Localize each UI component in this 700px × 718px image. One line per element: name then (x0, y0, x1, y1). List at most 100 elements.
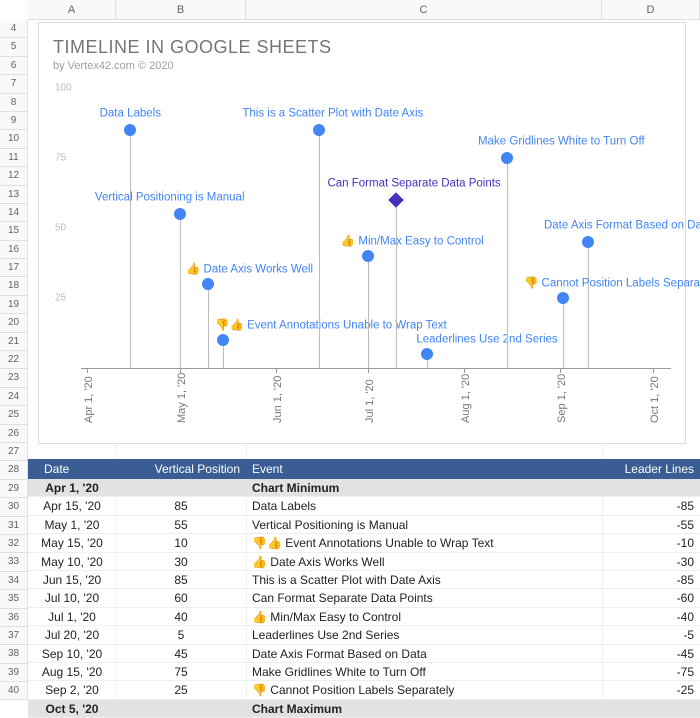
table-row[interactable]: Apr 1, '20Chart Minimum (28, 479, 700, 497)
table-row[interactable]: Jul 10, '2060Can Format Separate Data Po… (28, 589, 700, 607)
cell-event[interactable]: Make Gridlines White to Turn Off (246, 663, 602, 680)
row-header-33[interactable]: 33 (0, 553, 27, 571)
cell-event[interactable]: Leaderlines Use 2nd Series (246, 626, 602, 643)
row-header-25[interactable]: 25 (0, 406, 27, 424)
chart-marker[interactable] (313, 124, 325, 136)
row-header-39[interactable]: 39 (0, 664, 27, 682)
row-header-8[interactable]: 8 (0, 94, 27, 112)
cell-date[interactable]: Jul 10, '20 (28, 589, 116, 606)
row-header-22[interactable]: 22 (0, 351, 27, 369)
table-row[interactable]: Apr 15, '2085Data Labels-85 (28, 497, 700, 515)
cell-date[interactable]: May 10, '20 (28, 553, 116, 570)
row-header-28[interactable]: 28 (0, 461, 27, 479)
chart-marker[interactable] (582, 236, 594, 248)
cell-ll[interactable] (602, 700, 700, 717)
table-row[interactable]: Jun 15, '2085This is a Scatter Plot with… (28, 571, 700, 589)
col-header-leader-lines[interactable]: Leader Lines (602, 459, 700, 479)
row-header-18[interactable]: 18 (0, 277, 27, 295)
chart-marker[interactable] (362, 250, 374, 262)
chart-marker[interactable] (202, 278, 214, 290)
cell-vp[interactable]: 85 (116, 497, 246, 514)
cell-ll[interactable]: -85 (602, 497, 700, 514)
row-header-32[interactable]: 32 (0, 535, 27, 553)
row-header-29[interactable]: 29 (0, 480, 27, 498)
cell-ll[interactable]: -55 (602, 516, 700, 533)
row-header-35[interactable]: 35 (0, 590, 27, 608)
row-header-17[interactable]: 17 (0, 259, 27, 277)
cell-event[interactable]: 👎👍 Event Annotations Unable to Wrap Text (246, 534, 602, 551)
table-row[interactable]: Jul 20, '205Leaderlines Use 2nd Series-5 (28, 626, 700, 644)
cell-event[interactable]: Vertical Positioning is Manual (246, 516, 602, 533)
row-header-26[interactable]: 26 (0, 425, 27, 443)
row-header-9[interactable]: 9 (0, 112, 27, 130)
cell-vp[interactable] (116, 479, 246, 496)
cell-vp[interactable]: 85 (116, 571, 246, 588)
table-row[interactable]: Aug 15, '2075Make Gridlines White to Tur… (28, 663, 700, 681)
cell-vp[interactable]: 40 (116, 608, 246, 625)
cell-ll[interactable]: -60 (602, 589, 700, 606)
cell-ll[interactable]: -25 (602, 681, 700, 698)
row-header-23[interactable]: 23 (0, 369, 27, 387)
row-header-16[interactable]: 16 (0, 241, 27, 259)
cell-date[interactable]: Sep 10, '20 (28, 645, 116, 662)
table-row[interactable]: Sep 10, '2045Date Axis Format Based on D… (28, 645, 700, 663)
cell-vp[interactable]: 30 (116, 553, 246, 570)
cell-date[interactable]: Sep 2, '20 (28, 681, 116, 698)
chart-marker[interactable] (217, 334, 229, 346)
row-header-27[interactable]: 27 (0, 443, 27, 461)
table-row[interactable]: Sep 2, '2025👎 Cannot Position Labels Sep… (28, 681, 700, 699)
chart-marker[interactable] (557, 292, 569, 304)
col-header-vertical-position[interactable]: Vertical Position (116, 459, 246, 479)
row-header-7[interactable]: 7 (0, 75, 27, 93)
row-header-4[interactable]: 4 (0, 20, 27, 38)
cell-ll[interactable]: -45 (602, 645, 700, 662)
col-header-C[interactable]: C (246, 0, 602, 19)
row-header-30[interactable]: 30 (0, 498, 27, 516)
cell-event[interactable]: Data Labels (246, 497, 602, 514)
cell-vp[interactable]: 45 (116, 645, 246, 662)
row-header-6[interactable]: 6 (0, 57, 27, 75)
cell-date[interactable]: May 1, '20 (28, 516, 116, 533)
data-table[interactable]: Date Vertical Position Event Leader Line… (28, 459, 700, 718)
cell-vp[interactable]: 25 (116, 681, 246, 698)
cell-date[interactable]: Jul 20, '20 (28, 626, 116, 643)
table-row[interactable]: May 15, '2010👎👍 Event Annotations Unable… (28, 534, 700, 552)
row-header-11[interactable]: 11 (0, 149, 27, 167)
cell-event[interactable]: Can Format Separate Data Points (246, 589, 602, 606)
cell-vp[interactable]: 5 (116, 626, 246, 643)
row-header-14[interactable]: 14 (0, 204, 27, 222)
cell-event[interactable]: Chart Maximum (246, 700, 602, 717)
row-header-5[interactable]: 5 (0, 38, 27, 56)
row-header-10[interactable]: 10 (0, 130, 27, 148)
timeline-chart[interactable]: TIMELINE IN GOOGLE SHEETS by Vertex42.co… (38, 22, 686, 444)
col-header-date[interactable]: Date (28, 459, 116, 479)
table-row[interactable]: May 10, '2030👍 Date Axis Works Well-30 (28, 553, 700, 571)
row-header-40[interactable]: 40 (0, 682, 27, 700)
cell-event[interactable]: 👍 Date Axis Works Well (246, 553, 602, 570)
cell-vp[interactable]: 60 (116, 589, 246, 606)
cell-date[interactable]: Apr 1, '20 (28, 479, 116, 496)
cell-event[interactable]: 👍 Min/Max Easy to Control (246, 608, 602, 625)
row-header-37[interactable]: 37 (0, 627, 27, 645)
chart-marker[interactable] (124, 124, 136, 136)
cell-date[interactable]: Jul 1, '20 (28, 608, 116, 625)
cell-vp[interactable]: 55 (116, 516, 246, 533)
cell-date[interactable]: Jun 15, '20 (28, 571, 116, 588)
chart-marker[interactable] (388, 192, 404, 208)
cell-date[interactable]: Apr 15, '20 (28, 497, 116, 514)
cell-date[interactable]: Oct 5, '20 (28, 700, 116, 717)
row-header-36[interactable]: 36 (0, 609, 27, 627)
cell-vp[interactable] (116, 700, 246, 717)
cell-vp[interactable]: 75 (116, 663, 246, 680)
cell-event[interactable]: Date Axis Format Based on Data (246, 645, 602, 662)
table-row[interactable]: Jul 1, '2040👍 Min/Max Easy to Control-40 (28, 608, 700, 626)
cell-ll[interactable]: -40 (602, 608, 700, 625)
chart-marker[interactable] (501, 152, 513, 164)
table-row[interactable]: May 1, '2055Vertical Positioning is Manu… (28, 516, 700, 534)
col-header-D[interactable]: D (602, 0, 700, 19)
row-header-34[interactable]: 34 (0, 572, 27, 590)
cell-ll[interactable]: -5 (602, 626, 700, 643)
col-header-event[interactable]: Event (246, 459, 602, 479)
cell-ll[interactable]: -30 (602, 553, 700, 570)
col-header-B[interactable]: B (116, 0, 246, 19)
